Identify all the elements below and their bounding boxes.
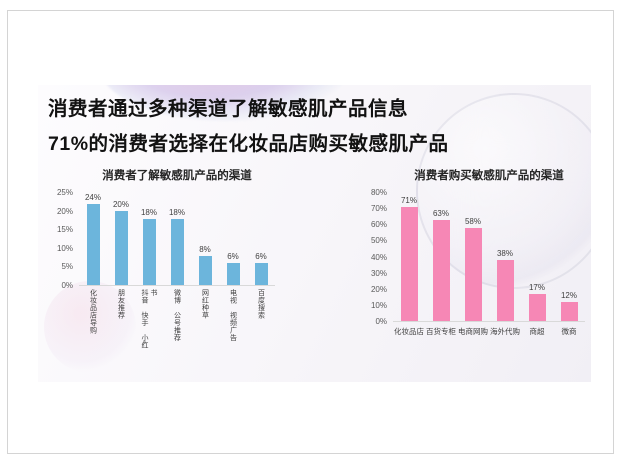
category-label-text: 商超 xyxy=(529,327,545,336)
y-axis-tick-label: 5% xyxy=(61,262,73,272)
category-label: 网红种草 xyxy=(191,289,219,353)
bar-value-label: 63% xyxy=(432,209,449,219)
bar-value-label: 38% xyxy=(496,249,513,259)
bar xyxy=(170,218,184,285)
category-label-text: 电视 视频广告 xyxy=(229,289,237,342)
category-label: 化妆品店 xyxy=(393,327,425,336)
bar-value-label: 58% xyxy=(464,217,481,227)
bar xyxy=(400,207,418,321)
y-axis: 80% 70% 60% 50% 40% 30% 20% 10% 0% xyxy=(363,188,387,327)
bar-group: 6% xyxy=(247,193,275,285)
category-label-text: 电商网购 xyxy=(458,327,488,336)
y-axis-tick-label: 10% xyxy=(56,243,73,253)
category-label-text: 抖音 快手 小红书 xyxy=(141,289,157,349)
bar xyxy=(464,228,482,321)
bar-value-label: 8% xyxy=(199,244,211,254)
slide-title: 消费者通过多种渠道了解敏感肌产品信息 71%的消费者选择在化妆品店购买敏感肌产品 xyxy=(48,92,449,162)
category-label-text: 网红种草 xyxy=(201,289,209,319)
category-label: 电视 视频广告 xyxy=(219,289,247,353)
category-label: 朋友推荐 xyxy=(107,289,135,353)
category-label-text: 微商 xyxy=(561,327,577,336)
slide-canvas: 消费者通过多种渠道了解敏感肌产品信息 71%的消费者选择在化妆品店购买敏感肌产品… xyxy=(38,85,591,382)
bar xyxy=(432,220,450,321)
bar xyxy=(496,260,514,321)
category-label: 电商网购 xyxy=(457,327,489,336)
category-label-text: 微博 公号推荐 xyxy=(173,289,181,342)
slide-title-line2: 71%的消费者选择在化妆品店购买敏感肌产品 xyxy=(48,133,449,155)
bar xyxy=(198,255,212,285)
bar-group: 18% xyxy=(135,193,163,285)
chart-body: 25% 20% 15% 10% 5% 0% 24% 20% 18% 18% 8% 6% 6% xyxy=(49,188,275,290)
y-axis-tick-label: 40% xyxy=(370,252,387,262)
y-axis-tick-label: 0% xyxy=(61,280,73,290)
category-label: 抖音 快手 小红书 xyxy=(135,289,163,353)
bar xyxy=(254,262,268,285)
bar-value-label: 20% xyxy=(112,200,129,210)
bar xyxy=(114,211,128,285)
category-label-text: 百货专柜 xyxy=(426,327,456,336)
bar-group: 38% xyxy=(489,193,521,321)
plot-area: 24% 20% 18% 18% 8% 6% 6% xyxy=(79,193,275,286)
category-label: 海外代购 xyxy=(489,327,521,336)
bar xyxy=(86,204,100,285)
chart-body: 80% 70% 60% 50% 40% 30% 20% 10% 0% 71% 63% 58% 38% 1… xyxy=(363,188,585,326)
chart-title: 消费者购买敏感肌产品的渠道 xyxy=(414,170,564,182)
x-axis-labels: 化妆品店 百货专柜 电商网购 海外代购 商超 微商 xyxy=(393,327,585,336)
bar-group: 12% xyxy=(553,193,585,321)
bar-group: 8% xyxy=(191,193,219,285)
bar-value-label: 12% xyxy=(560,290,577,300)
bar-value-label: 24% xyxy=(84,193,101,202)
bar-value-label: 18% xyxy=(168,207,185,217)
y-axis-tick-label: 80% xyxy=(370,188,387,197)
category-label-text: 百度搜索 xyxy=(257,289,265,319)
bar-group: 6% xyxy=(219,193,247,285)
bar xyxy=(142,218,156,285)
bar-value-label: 6% xyxy=(227,251,239,261)
background-speck xyxy=(143,341,146,344)
bar xyxy=(528,293,546,321)
slide-title-line1: 消费者通过多种渠道了解敏感肌产品信息 xyxy=(48,98,409,120)
awareness-channels-chart: 消费者了解敏感肌产品的渠道 25% 20% 15% 10% 5% 0% 24% 20% 18%… xyxy=(49,167,275,353)
y-axis-tick-label: 0% xyxy=(375,317,387,326)
y-axis-tick-label: 20% xyxy=(370,284,387,294)
y-axis: 25% 20% 15% 10% 5% 0% xyxy=(49,188,73,291)
y-axis-tick-label: 60% xyxy=(370,220,387,230)
bar-group: 71% xyxy=(393,193,425,321)
y-axis-tick-label: 50% xyxy=(370,236,387,246)
category-label: 化妆品店导购 xyxy=(79,289,107,353)
bar-value-label: 18% xyxy=(140,207,157,217)
bar-group: 17% xyxy=(521,193,553,321)
category-label: 百度搜索 xyxy=(247,289,275,353)
bar-value-label: 6% xyxy=(255,251,267,261)
bar-group: 24% xyxy=(79,193,107,285)
y-axis-tick-label: 25% xyxy=(56,188,73,197)
y-axis-tick-label: 70% xyxy=(370,204,387,214)
bar xyxy=(226,262,240,285)
y-axis-tick-label: 20% xyxy=(56,206,73,216)
category-label-text: 化妆品店导购 xyxy=(89,289,97,334)
chart-title: 消费者了解敏感肌产品的渠道 xyxy=(102,170,252,182)
purchase-channels-chart: 消费者购买敏感肌产品的渠道 80% 70% 60% 50% 40% 30% 20% 10% 0%… xyxy=(363,167,585,336)
category-label: 百货专柜 xyxy=(425,327,457,336)
bar-value-label: 17% xyxy=(528,282,545,292)
plot-area: 71% 63% 58% 38% 17% 12% xyxy=(393,193,585,322)
y-axis-tick-label: 15% xyxy=(56,225,73,235)
bar-value-label: 71% xyxy=(400,196,417,206)
bar xyxy=(560,301,578,321)
x-axis-labels: 化妆品店导购 朋友推荐 抖音 快手 小红书 微博 公号推荐 网红种草 电视 视频广告 百度搜… xyxy=(79,289,275,353)
category-label-text: 海外代购 xyxy=(490,327,520,336)
category-label-text: 朋友推荐 xyxy=(117,289,125,319)
category-label-text: 化妆品店 xyxy=(394,327,424,336)
category-label: 商超 xyxy=(521,327,553,336)
y-axis-tick-label: 30% xyxy=(370,268,387,278)
y-axis-tick-label: 10% xyxy=(370,300,387,310)
bar-group: 20% xyxy=(107,193,135,285)
category-label: 微商 xyxy=(553,327,585,336)
category-label: 微博 公号推荐 xyxy=(163,289,191,353)
bar-group: 58% xyxy=(457,193,489,321)
bar-group: 63% xyxy=(425,193,457,321)
slide-frame: 消费者通过多种渠道了解敏感肌产品信息 71%的消费者选择在化妆品店购买敏感肌产品… xyxy=(7,10,614,454)
bar-group: 18% xyxy=(163,193,191,285)
